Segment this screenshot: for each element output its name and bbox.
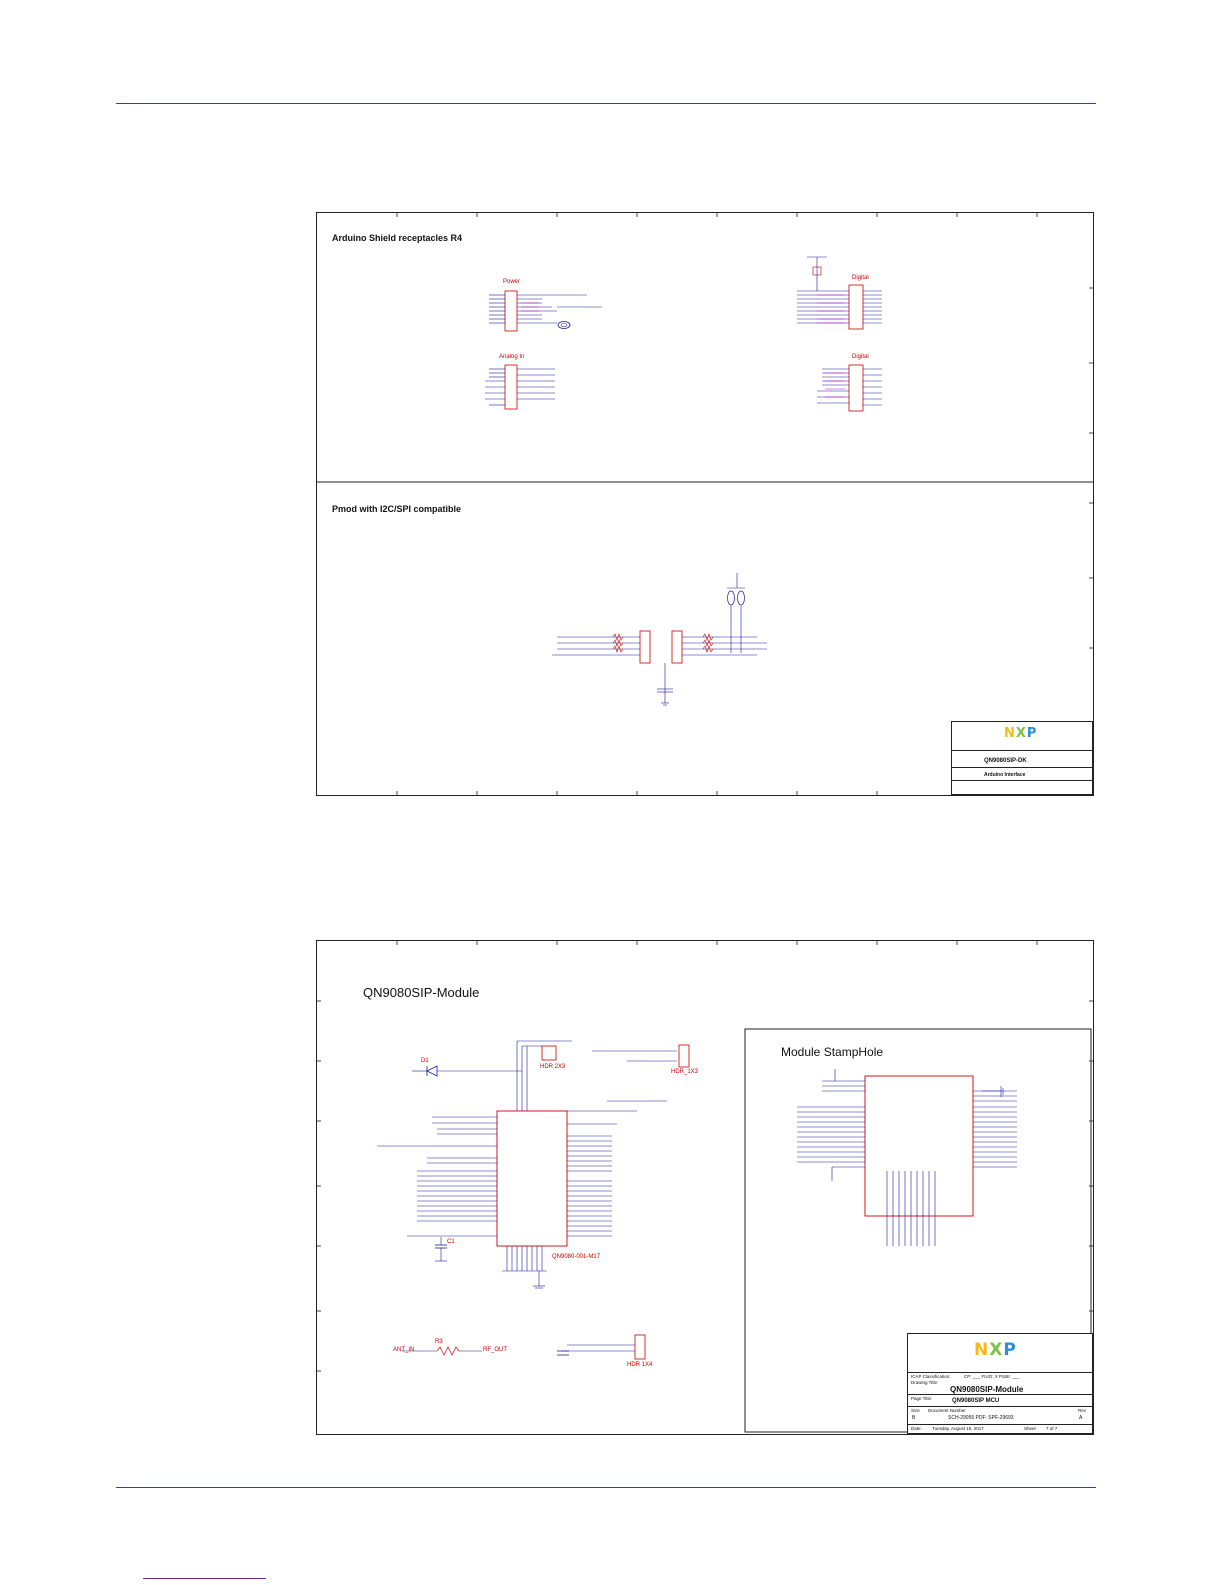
schematic-sheet-arduino: Arduino Shield receptacles R4 Pmod with … xyxy=(316,212,1094,796)
digital2-header-symbol xyxy=(817,364,882,412)
sheet2-drawing xyxy=(317,941,1093,1433)
d1-label: D1 xyxy=(421,1058,429,1064)
drawing-title-label: Drawing Title: xyxy=(911,1380,939,1385)
doc-number-label: Document Number xyxy=(928,1408,966,1413)
footer-link-underline xyxy=(143,1578,266,1579)
sheet-label: Sheet xyxy=(1024,1426,1036,1431)
analog-header-symbol xyxy=(485,364,555,410)
r3-label: R3 xyxy=(435,1339,443,1345)
section-title-arduino: Arduino Shield receptacles R4 xyxy=(332,233,463,243)
nxp-logo: NXP xyxy=(974,1340,1017,1360)
power-header-label: Power xyxy=(503,279,521,285)
classification-values: CP: ___ FIUO: X PUBI: ___ xyxy=(964,1374,1020,1379)
header-rule xyxy=(116,103,1096,104)
footer-rule xyxy=(116,1487,1096,1488)
doc-number: SCH-29055 PDF: SPF-29693 xyxy=(948,1415,1014,1421)
j1-label: HDR 2X3 xyxy=(540,1064,566,1070)
analog-header-label: Analog In xyxy=(499,354,525,360)
title-block-sheet1: NXP QN9080SIP-DK Arduino Interface xyxy=(951,721,1093,795)
drawing-title: QN9080SIP-DK xyxy=(984,758,1027,764)
c1-label: C1 xyxy=(447,1239,455,1245)
j4-label: HDR 1X4 xyxy=(627,1362,653,1368)
date-label: Date: xyxy=(911,1426,922,1431)
j3-stamp-symbol xyxy=(797,1069,1017,1246)
c2-j4-symbol xyxy=(557,1334,646,1360)
power-header-symbol xyxy=(489,290,602,332)
rev-label: Rev xyxy=(1078,1408,1087,1413)
page-title: Arduino Interface xyxy=(984,772,1026,778)
u1-part-label: QN9080-001-M17 xyxy=(552,1254,601,1260)
rev-value: A xyxy=(1079,1415,1083,1421)
section-title-pmod: Pmod with I2C/SPI compatible xyxy=(332,504,462,514)
schematic-sheet-module: QN9080SIP-Module Module StampHole D1 HDR… xyxy=(316,940,1094,1435)
digital1-header-symbol xyxy=(797,256,882,330)
digital1-header-label: Digital xyxy=(852,275,869,281)
nxp-logo: NXP xyxy=(1004,726,1038,741)
date-value: Tuesday, August 15, 2017 xyxy=(932,1426,984,1431)
size-value: B xyxy=(912,1415,916,1421)
rf-out-label: RF_OUT xyxy=(483,1347,507,1353)
page-title: QN9080SIP MCU xyxy=(952,1398,1000,1404)
section-title-module: QN9080SIP-Module xyxy=(363,985,480,1000)
sheet1-drawing xyxy=(317,213,1093,795)
j2-label: HDR_1X3 xyxy=(671,1069,699,1075)
classification-label: ICAP Classification: xyxy=(911,1374,951,1379)
section-title-stamphole: Module StampHole xyxy=(781,1045,884,1059)
pmod-circuit xyxy=(552,573,767,706)
r3-symbol xyxy=(402,1346,482,1356)
drawing-title: QN9080SIP-Module xyxy=(950,1385,1024,1394)
page-title-label: Page Title: xyxy=(911,1396,933,1401)
title-block-sheet2: NXP ICAP Classification: CP: ___ FIUO: X… xyxy=(907,1333,1093,1434)
ant-in-label: ANT_IN xyxy=(393,1347,415,1353)
digital2-header-label: Digital xyxy=(852,354,869,360)
size-label: Size xyxy=(911,1408,920,1413)
u1-symbol xyxy=(377,1040,690,1289)
sheet-value: 7 of 7 xyxy=(1046,1426,1058,1431)
